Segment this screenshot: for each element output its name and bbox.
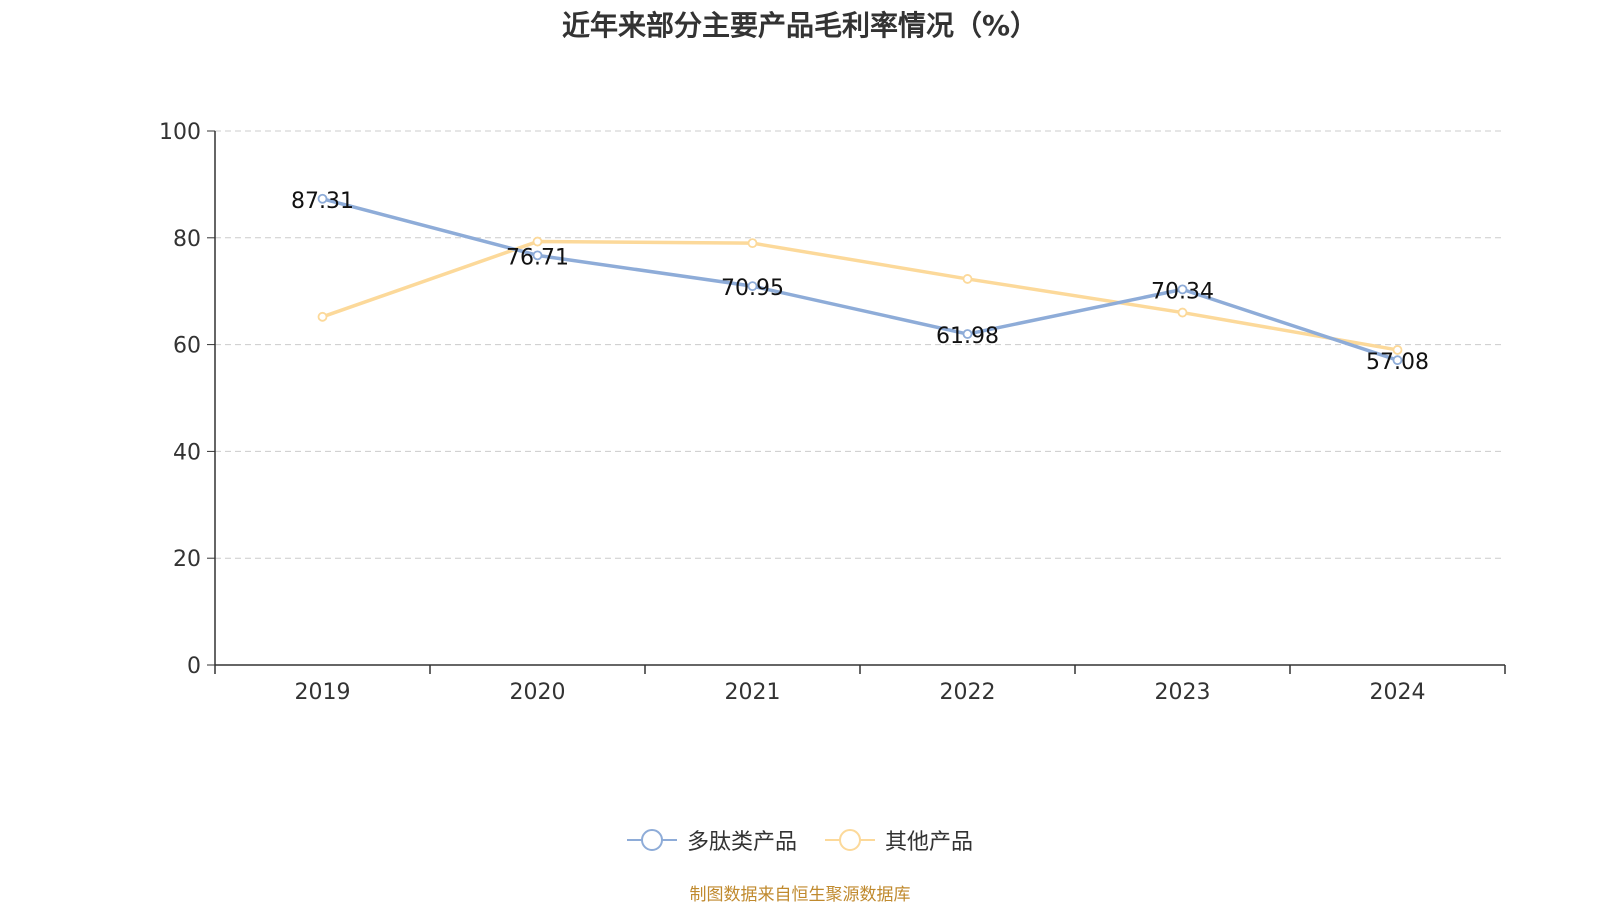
series-1-point: [317, 193, 328, 204]
chart-title: 近年来部分主要产品毛利率情况（%）: [561, 9, 1039, 42]
series-1-point: [1392, 355, 1403, 366]
x-tick-label: 2019: [295, 680, 351, 705]
series-2-point: [962, 274, 973, 284]
x-tick-label: 2022: [940, 680, 996, 705]
series-2-point: [1177, 307, 1188, 318]
grid-layer: [215, 130, 1505, 559]
legend-line-circle-icon: [626, 829, 677, 851]
series-1-point: [962, 329, 973, 339]
source-note: 制图数据来自恒生聚源数据库: [689, 885, 911, 905]
y-tick-label: 100: [159, 120, 201, 145]
series-line-1: [322, 197, 1399, 362]
x-tick-label: 2021: [725, 680, 781, 705]
series-2-point: [747, 238, 758, 249]
data-label: 61.98: [936, 324, 999, 349]
legend-label: 多肽类产品: [686, 830, 797, 855]
y-tick-label: 40: [173, 440, 201, 465]
data-label-layer: 87.31 76.71 70.95 61.98 70.34 57.08: [291, 189, 1429, 375]
legend-line-circle-icon: [825, 829, 875, 851]
series-2-point: [317, 311, 328, 322]
legend-item-1[interactable]: 多肽类产品: [626, 824, 797, 856]
legend-label: 其他产品: [885, 830, 974, 855]
series-layer: [317, 193, 1403, 366]
legend: 多肽类产品 其他产品: [0, 824, 1600, 856]
axis-layer: 0 20 40 60 80 100 2019 2020 2021 2022 2023 2024: [159, 120, 1506, 705]
y-tick-label: 20: [173, 547, 201, 572]
series-1-point: [1177, 284, 1188, 295]
data-label: 70.95: [721, 276, 784, 301]
data-label: 76.71: [506, 245, 569, 270]
legend-item-2[interactable]: 其他产品: [825, 824, 973, 856]
y-tick-label: 60: [173, 334, 201, 359]
y-tick-label: 80: [173, 227, 201, 252]
data-label: 70.34: [1151, 279, 1214, 304]
series-2-point: [1392, 345, 1403, 355]
legend-circle: [640, 829, 663, 851]
data-label: 87.31: [291, 189, 354, 214]
legend-circle: [839, 829, 861, 851]
x-tick-label: 2024: [1370, 680, 1426, 705]
series-2-point: [532, 236, 543, 247]
series-line-2: [321, 239, 1398, 352]
x-tick-label: 2023: [1155, 680, 1211, 705]
x-tick-label: 2020: [510, 680, 566, 705]
series-1-point: [532, 250, 543, 261]
y-tick-label: 0: [187, 654, 201, 679]
data-label: 57.08: [1366, 350, 1429, 375]
series-1-point: [747, 281, 758, 292]
